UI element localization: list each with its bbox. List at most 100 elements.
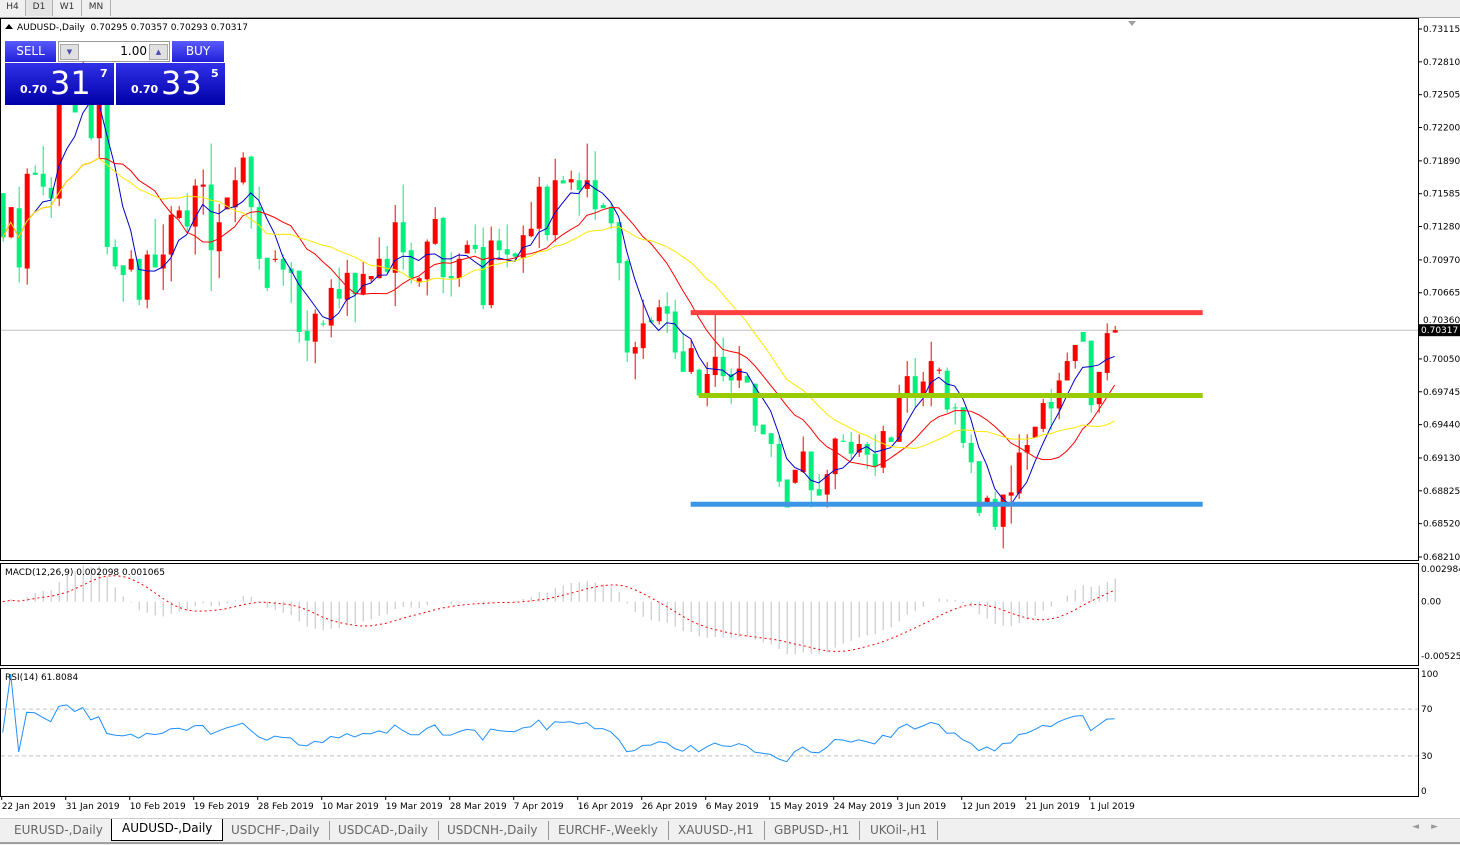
candle-body xyxy=(984,497,990,503)
ma-slow-line xyxy=(2,157,1115,449)
candle-body xyxy=(840,440,846,442)
chart-shift-icon[interactable] xyxy=(1128,21,1136,26)
current-price-label: 0.70317 xyxy=(1421,326,1458,336)
candle-body xyxy=(1104,333,1110,373)
tab-ukoil-h1[interactable]: UKOil-,H1 xyxy=(860,821,938,840)
candle-body xyxy=(256,207,262,259)
candle-body xyxy=(872,453,878,467)
tab-eurchf-weekly[interactable]: EURCHF-,Weekly xyxy=(548,821,669,840)
buy-price-fraction: 5 xyxy=(211,67,219,80)
tab-usdchf-daily[interactable]: USDCHF-,Daily xyxy=(221,821,331,840)
timeframe-h4-button[interactable]: H4 xyxy=(0,0,26,16)
tab-eurusd-daily[interactable]: EURUSD-,Daily xyxy=(4,821,114,840)
tab-audusd-daily[interactable]: AUDUSD-,Daily xyxy=(111,819,224,841)
scroll-left-icon[interactable]: ◄ xyxy=(1412,822,1432,832)
lot-size-input[interactable] xyxy=(79,42,147,61)
rsi-panel-frame xyxy=(0,668,1419,797)
candle-body xyxy=(616,222,622,264)
candle-body xyxy=(512,253,518,257)
candle-body xyxy=(1008,492,1014,496)
tab-usdcad-daily[interactable]: USDCAD-,Daily xyxy=(328,821,439,840)
candle-body xyxy=(448,276,454,279)
scroll-right-icon[interactable]: ► xyxy=(1431,822,1450,832)
candle-body xyxy=(912,376,918,398)
candle-body xyxy=(496,240,502,251)
price-chart[interactable]: 0.73115 0.72810 0.72505 0.72200 0.71890 0.715… xyxy=(0,18,1460,818)
lot-decrease-button[interactable]: ▼ xyxy=(60,44,79,60)
candle-body xyxy=(488,240,494,306)
candle-body xyxy=(96,104,102,139)
candle-body xyxy=(728,374,734,381)
candle-body xyxy=(976,461,982,513)
tab-xauusd-h1[interactable]: XAUUSD-,H1 xyxy=(668,821,765,840)
timeframe-mn-button[interactable]: MN xyxy=(82,0,111,16)
rsi-axis-label: 100 xyxy=(1421,670,1438,680)
candle-body xyxy=(1,193,6,238)
price-tick-label: 0.71585 xyxy=(1423,190,1460,200)
candle-body xyxy=(304,330,310,341)
time-tick-label: 31 Jan 2019 xyxy=(66,802,120,812)
candle-body xyxy=(1096,371,1102,405)
candle-body xyxy=(1040,403,1046,429)
candle-body xyxy=(608,207,614,224)
candle-body xyxy=(384,258,390,272)
rsi-axis-label: 70 xyxy=(1421,705,1433,715)
buy-button[interactable]: BUY xyxy=(172,41,224,62)
price-tick-label: 0.70050 xyxy=(1423,355,1460,365)
candle-body xyxy=(816,489,822,496)
candle-body xyxy=(648,320,654,323)
candle-body xyxy=(736,368,742,381)
candle-body xyxy=(16,208,22,268)
candle-body xyxy=(896,396,902,442)
candle-body xyxy=(504,249,510,255)
timeframe-w1-button[interactable]: W1 xyxy=(53,0,82,16)
candle-body xyxy=(824,474,830,495)
sell-price-pips: 31 xyxy=(50,64,91,102)
candle-body xyxy=(704,374,710,394)
price-tick-label: 0.69745 xyxy=(1423,388,1460,398)
candle-body xyxy=(48,187,54,199)
macd-axis-label: 0.00 xyxy=(1421,598,1441,608)
time-tick-label: 3 Jun 2019 xyxy=(898,802,947,812)
tab-gbpusd-h1[interactable]: GBPUSD-,H1 xyxy=(764,821,861,840)
candle-body xyxy=(184,210,190,227)
time-tick-label: 22 Jan 2019 xyxy=(2,802,56,812)
sell-price-button[interactable]: 0.70 31 7 xyxy=(5,63,114,105)
candle-body xyxy=(128,258,134,270)
candle-body xyxy=(480,246,486,306)
price-tick-label: 0.70360 xyxy=(1423,316,1460,326)
candle-body xyxy=(848,441,854,454)
candle-body xyxy=(568,179,574,183)
candle-body xyxy=(928,361,934,398)
candle-body xyxy=(112,246,118,267)
candle-body xyxy=(360,273,366,295)
candle-body xyxy=(224,197,230,210)
candle-body xyxy=(1072,344,1078,362)
candle-body xyxy=(800,451,806,472)
candle-body xyxy=(832,438,838,475)
buy-price-prefix: 0.70 xyxy=(131,83,159,96)
time-tick-label: 6 May 2019 xyxy=(706,802,759,812)
candle-body xyxy=(424,241,430,280)
candle-body xyxy=(1024,445,1030,453)
price-tick-label: 0.72810 xyxy=(1423,58,1460,68)
macd-axis-label: 0.002984 xyxy=(1421,565,1460,575)
buy-price-button[interactable]: 0.70 33 5 xyxy=(116,63,225,105)
ma-mid-line xyxy=(2,157,1116,468)
price-tick-label: 0.68825 xyxy=(1423,487,1460,497)
candle-body xyxy=(1048,401,1054,409)
time-tick-label: 26 Apr 2019 xyxy=(642,802,698,812)
tab-scroll-arrows[interactable]: ◄► xyxy=(1412,822,1450,832)
lot-increase-button[interactable]: ▲ xyxy=(149,44,168,60)
timeframe-d1-button[interactable]: D1 xyxy=(26,0,53,16)
price-tick-label: 0.71280 xyxy=(1423,223,1460,233)
candle-body xyxy=(808,451,814,491)
macd-axis-label: -0.005256 xyxy=(1421,652,1460,662)
price-tick-label: 0.72505 xyxy=(1423,91,1460,101)
time-tick-label: 12 Jun 2019 xyxy=(962,802,1016,812)
sell-button[interactable]: SELL xyxy=(5,41,56,62)
candle-body xyxy=(168,214,174,255)
candle-body xyxy=(520,235,526,258)
candle-body xyxy=(744,376,750,383)
tab-usdcnh-daily[interactable]: USDCNH-,Daily xyxy=(437,821,549,840)
